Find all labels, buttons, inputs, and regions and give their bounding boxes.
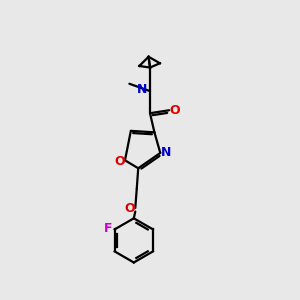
- Text: N: N: [136, 83, 147, 96]
- Text: F: F: [104, 222, 112, 235]
- Text: O: O: [169, 104, 180, 117]
- Text: N: N: [160, 146, 171, 159]
- Text: O: O: [124, 202, 135, 214]
- Text: O: O: [114, 155, 125, 168]
